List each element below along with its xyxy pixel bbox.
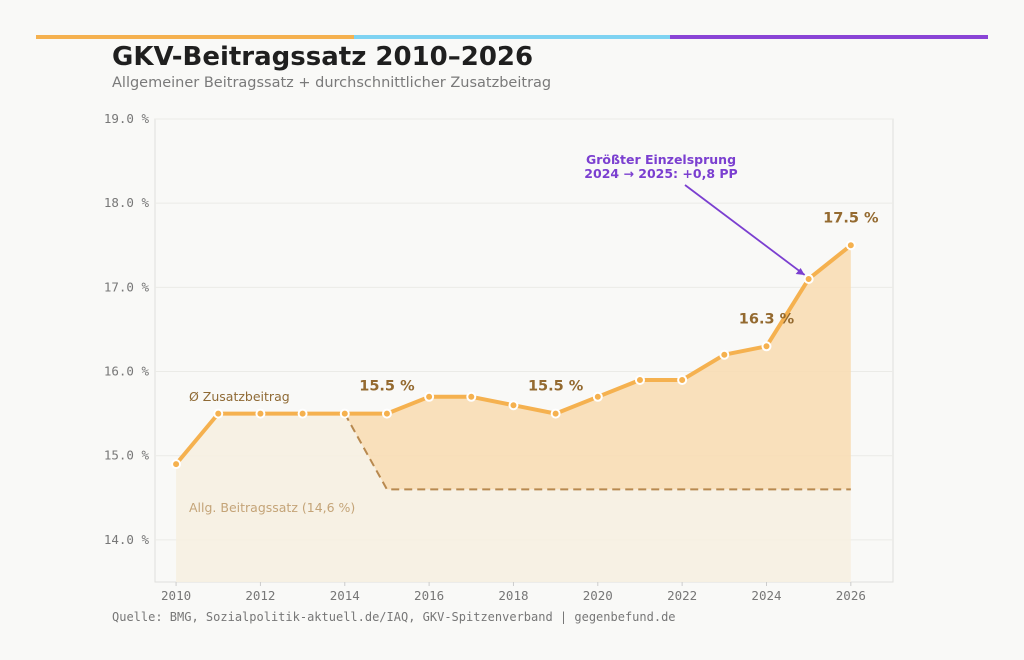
data-label: 17.5 % [823,210,879,226]
base-area [176,413,851,582]
data-point [255,408,266,419]
y-tick-label: 17.0 % [104,279,150,294]
accent-bar-blue [354,35,670,39]
x-tick-label: 2026 [836,588,866,603]
y-tick-label: 19.0 % [104,111,150,126]
x-tick-label: 2010 [161,588,191,603]
x-tick-label: 2012 [245,588,275,603]
data-point [466,391,477,402]
data-label: 15.5 % [528,379,584,395]
arrowhead-icon [795,267,805,275]
y-tick-label: 14.0 % [104,532,150,547]
x-tick-label: 2024 [751,588,781,603]
data-point [424,391,435,402]
data-label: 15.5 % [359,379,415,395]
data-point [634,374,645,385]
chart-title: GKV-Beitragssatz 2010–2026 [112,42,534,72]
data-label: 16.3 % [739,311,795,327]
accent-bar-orange [36,35,354,39]
x-tick-label: 2016 [414,588,444,603]
x-tick-label: 2018 [498,588,528,603]
data-point [592,391,603,402]
accent-bar-purple [670,35,988,39]
source-note: Quelle: BMG, Sozialpolitik-aktuell.de/IA… [112,610,676,624]
data-point [171,459,182,470]
annotation-line1: Größter Einzelsprung [586,152,736,167]
annotation-line2: 2024 → 2025: +0,8 PP [584,166,737,181]
chart-subtitle: Allgemeiner Beitragssatz + durchschnittl… [112,75,552,91]
data-point [339,408,350,419]
annotation-arrow [684,184,806,276]
data-point [381,408,392,419]
data-point [508,400,519,411]
y-tick-label: 15.0 % [104,448,150,463]
data-point [719,349,730,360]
y-tick-label: 18.0 % [104,195,150,210]
zusatz-area [176,245,851,490]
data-point [803,273,814,284]
x-tick-label: 2022 [667,588,697,603]
data-point [845,240,856,251]
series-label-zusatzbeitrag: Ø Zusatzbeitrag [189,389,290,404]
x-tick-label: 2014 [330,588,360,603]
data-point [550,408,561,419]
data-point [761,341,772,352]
y-tick-label: 16.0 % [104,364,150,379]
data-point [297,408,308,419]
x-tick-label: 2020 [583,588,613,603]
data-point [677,374,688,385]
data-point [213,408,224,419]
series-label-allg-beitragssatz: Allg. Beitragssatz (14,6 %) [189,500,355,515]
